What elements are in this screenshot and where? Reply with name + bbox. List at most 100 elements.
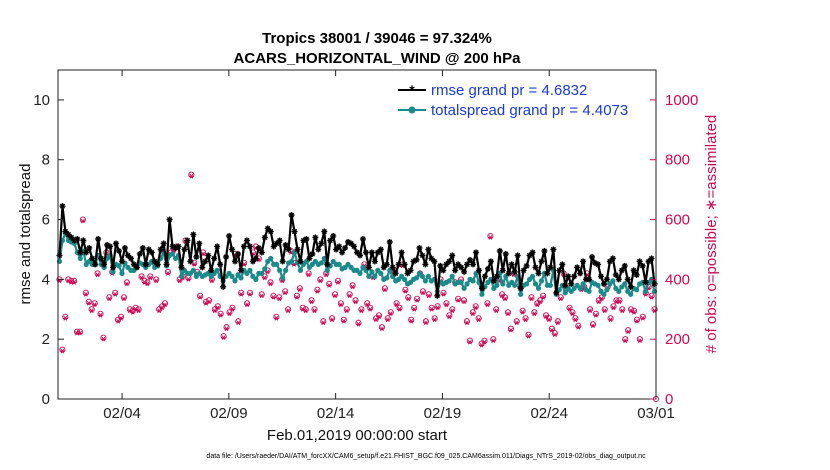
rmse-point	[163, 261, 170, 268]
obs-possible-point	[440, 289, 447, 296]
y-tick-label: 2	[42, 331, 50, 348]
obs-assimilated-point	[508, 327, 514, 333]
obs-assimilated-point	[379, 326, 385, 332]
totalspread-point	[384, 275, 390, 281]
rmse-point	[148, 249, 155, 256]
totalspread-point	[238, 275, 244, 281]
rmse-point	[362, 249, 369, 256]
obs-assimilated-point	[367, 306, 373, 312]
rmse-point	[237, 267, 244, 274]
obs-assimilated-point	[106, 296, 112, 302]
legend-totalspread-marker	[408, 106, 416, 114]
obs-assimilated-point	[59, 348, 65, 354]
obs-assimilated-point	[525, 333, 532, 339]
rmse-point	[648, 255, 655, 262]
chart-title-line1: Tropics 38001 / 39046 = 97.324%	[262, 30, 492, 47]
obs-assimilated-point	[590, 323, 596, 329]
rmse-point	[493, 273, 500, 280]
totalspread-point	[616, 288, 622, 294]
obs-possible-point	[528, 294, 535, 301]
rmse-point	[404, 270, 411, 277]
rmse-point	[633, 271, 640, 278]
totalspread-point	[262, 266, 268, 272]
rmse-point	[232, 258, 239, 265]
obs-possible-point	[402, 286, 409, 293]
obs-possible-point	[164, 268, 171, 275]
rmse-point	[389, 264, 396, 271]
obs-assimilated-point	[136, 308, 142, 314]
rmse-point	[65, 231, 72, 238]
obs-assimilated-point	[159, 305, 165, 311]
rmse-point	[487, 258, 494, 265]
obs-possible-point	[569, 309, 576, 316]
totalspread-point	[601, 291, 607, 297]
obs-assimilated-point	[455, 297, 461, 303]
obs-assimilated-point	[528, 296, 535, 302]
rmse-point	[612, 271, 619, 278]
rmse-point	[77, 249, 84, 256]
obs-possible-point	[628, 306, 635, 313]
rmse-point	[478, 285, 485, 292]
obs-possible-point	[551, 330, 558, 337]
rmse-point	[577, 270, 584, 277]
obs-assimilated-point	[566, 306, 573, 312]
obs-possible-point	[123, 279, 130, 286]
rmse-point	[651, 280, 658, 287]
rmse-point	[407, 267, 414, 274]
obs-possible-point	[446, 312, 453, 319]
obs-assimilated-point	[86, 300, 92, 306]
obs-assimilated-point	[223, 326, 230, 332]
rmse-point	[383, 261, 390, 268]
totalspread-point	[562, 290, 568, 296]
obs-possible-point	[545, 315, 553, 322]
obs-assimilated-point	[543, 314, 549, 320]
rmse-point	[541, 247, 548, 254]
obs-possible-point	[537, 297, 544, 304]
rmse-point	[101, 261, 108, 268]
totalspread-point	[461, 285, 467, 291]
obs-assimilated-point	[341, 318, 347, 324]
obs-assimilated-point	[625, 329, 631, 335]
rmse-point	[303, 235, 310, 242]
obs-possible-point	[317, 276, 324, 283]
totalspread-point	[277, 267, 283, 273]
rmse-point	[187, 258, 194, 265]
obs-possible-point	[554, 318, 561, 325]
rmse-point	[425, 246, 432, 253]
rmse-point	[365, 264, 372, 271]
obs-assimilated-point	[640, 315, 646, 321]
totalspread-point	[532, 281, 539, 287]
obs-possible-point	[387, 309, 394, 316]
obs-possible-point	[475, 315, 482, 322]
obs-possible-point	[71, 277, 78, 284]
obs-assimilated-point	[138, 275, 145, 281]
rmse-point	[252, 255, 259, 262]
rmse-point	[359, 235, 366, 242]
rmse-point	[130, 261, 137, 268]
rmse-point	[196, 240, 203, 247]
rmse-point	[133, 264, 140, 271]
obs-assimilated-point	[92, 302, 98, 308]
rmse-point	[160, 240, 167, 247]
obs-possible-point	[217, 310, 224, 317]
obs-assimilated-point	[188, 173, 194, 179]
y-right-tick-label: 0	[665, 391, 673, 408]
obs-possible-point	[94, 270, 101, 277]
rmse-point	[520, 267, 527, 274]
obs-possible-point	[82, 289, 89, 296]
obs-assimilated-point	[555, 320, 561, 326]
totalspread-point	[512, 282, 518, 288]
obs-possible-point	[244, 300, 251, 307]
rmse-point	[181, 246, 188, 253]
rmse-point	[223, 253, 230, 260]
obs-possible-point	[311, 306, 318, 313]
rmse-point	[574, 264, 581, 271]
obs-assimilated-point	[534, 302, 540, 308]
obs-possible-point	[331, 291, 339, 298]
obs-assimilated-point	[177, 278, 183, 284]
obs-assimilated-point	[637, 338, 643, 344]
rmse-point	[419, 252, 426, 259]
rmse-point	[470, 261, 477, 268]
rmse-point	[178, 264, 185, 271]
rmse-point	[386, 238, 393, 245]
